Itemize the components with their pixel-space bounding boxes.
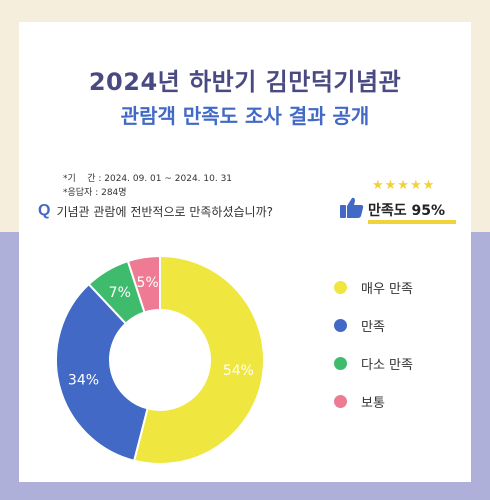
highlight-underline: [368, 220, 456, 224]
satisfaction-badge: ★★★★★ 만족도 95%: [334, 178, 462, 228]
donut-slice-4: [126, 254, 161, 314]
legend-label: 보통: [361, 395, 385, 411]
survey-respondents: *응답자 : 284명: [63, 188, 127, 198]
legend-label: 만족: [361, 319, 385, 335]
watermark-text: 누리일보: [318, 456, 407, 481]
page-subtitle: 관람객 만족도 조사 결과 공개: [120, 104, 370, 128]
legend-swatch: [334, 394, 347, 408]
legend-swatch: [334, 280, 347, 294]
legend-item: 보통: [334, 382, 413, 420]
survey-meta: *기 간 : 2024. 09. 01 ~ 2024. 10. 31 *응답자 …: [63, 172, 232, 200]
thumbs-up-icon: [340, 197, 364, 218]
donut-slice-1: [132, 254, 265, 465]
satisfaction-label: 만족도 95%: [368, 203, 446, 219]
watermark-logo: NR: [290, 455, 312, 477]
survey-period: *기 간 : 2024. 09. 01 ~ 2024. 10. 31: [63, 174, 233, 184]
question-text: 기념관 관람에 전반적으로 만족하셨습니까?: [56, 204, 273, 219]
slice-label-4: 5%: [137, 275, 159, 291]
legend-label: 다소 만족: [361, 357, 413, 373]
donut-slice-2: [55, 282, 149, 462]
page-title: 2024년 하반기 김만덕기념관: [88, 68, 402, 96]
legend-swatch: [334, 318, 347, 332]
legend-item: 매우 만족: [334, 268, 413, 306]
question: Q 기념관 관람에 전반적으로 만족하셨습니까?: [38, 202, 273, 220]
star-rating: ★★★★★: [372, 178, 436, 193]
slice-label-3: 7%: [109, 285, 131, 301]
slice-label-2: 34%: [68, 373, 99, 389]
question-icon: Q: [38, 202, 51, 219]
legend-swatch: [334, 356, 347, 370]
slice-label-1: 54%: [223, 363, 254, 379]
legend-item: 다소 만족: [334, 344, 413, 382]
legend-label: 매우 만족: [361, 281, 413, 297]
watermark: NR 누리일보: [290, 450, 407, 482]
donut-chart: 54% 34% 7% 5%: [55, 254, 265, 465]
legend-item: 만족: [334, 306, 413, 344]
